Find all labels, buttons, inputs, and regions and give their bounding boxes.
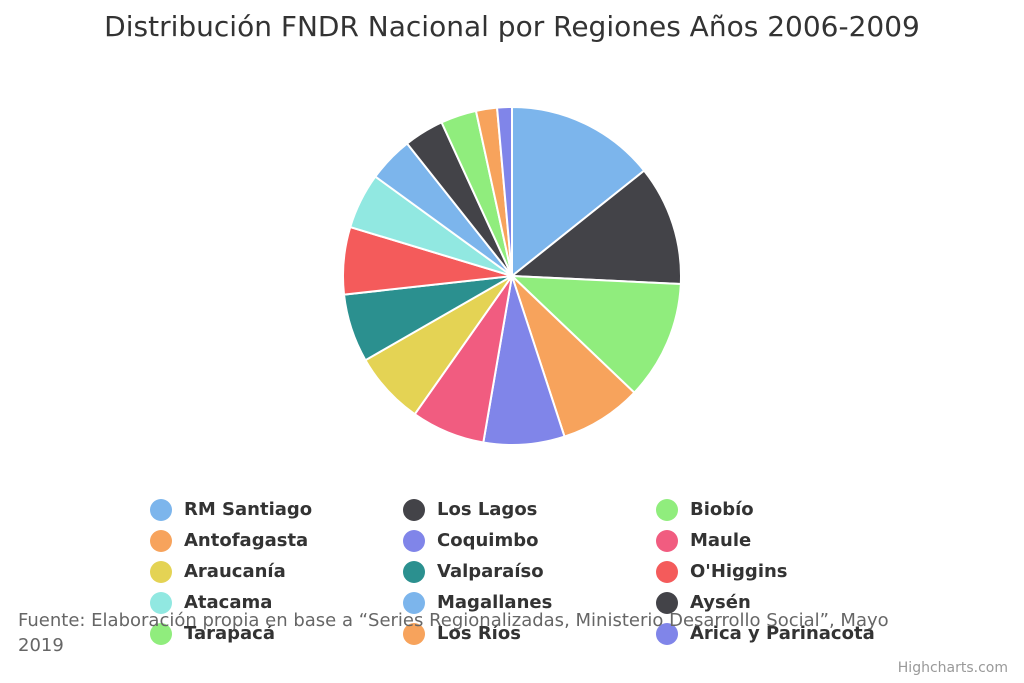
legend-label: Atacama <box>184 592 273 613</box>
legend-label: Biobío <box>690 499 754 520</box>
legend-item[interactable]: Aysén <box>656 587 909 618</box>
legend-label: Antofagasta <box>184 530 309 551</box>
legend-item[interactable]: Biobío <box>656 494 909 525</box>
legend-item[interactable]: Los Lagos <box>403 494 656 525</box>
legend-marker <box>656 529 678 552</box>
legend-marker <box>150 622 172 645</box>
pie-slice[interactable] <box>511 275 682 394</box>
legend-marker <box>150 529 172 552</box>
legend-label: Los Lagos <box>437 499 538 520</box>
legend-label: Valparaíso <box>437 561 544 582</box>
legend-label: Los Ríos <box>437 623 521 644</box>
legend-label: Aysén <box>690 592 751 613</box>
legend-item[interactable]: O'Higgins <box>656 556 909 587</box>
legend-label: Tarapacá <box>184 623 275 644</box>
legend-item[interactable]: Coquimbo <box>403 525 656 556</box>
chart-legend: RM Santiago Los Lagos Biobío Antofagasta Coq… <box>150 494 930 649</box>
legend-marker <box>656 622 678 645</box>
legend-label: O'Higgins <box>690 561 788 582</box>
legend-label: Coquimbo <box>437 530 539 551</box>
legend-item[interactable]: Arica y Parinacota <box>656 618 909 649</box>
legend-item[interactable]: RM Santiago <box>150 494 403 525</box>
credits-link[interactable]: Highcharts.com <box>897 660 1008 676</box>
legend-marker <box>403 498 425 521</box>
legend-marker <box>403 560 425 583</box>
legend-label: Maule <box>690 530 752 551</box>
legend-marker <box>150 591 172 614</box>
legend-marker <box>403 622 425 645</box>
legend-label: Arica y Parinacota <box>690 623 875 644</box>
legend-item[interactable]: Magallanes <box>403 587 656 618</box>
legend-item[interactable]: Araucanía <box>150 556 403 587</box>
legend-item[interactable]: Maule <box>656 525 909 556</box>
legend-item[interactable]: Antofagasta <box>150 525 403 556</box>
legend-label: RM Santiago <box>184 499 313 520</box>
legend-item[interactable]: Atacama <box>150 587 403 618</box>
legend-marker <box>150 560 172 583</box>
legend-marker <box>656 560 678 583</box>
legend-label: Araucanía <box>184 561 286 582</box>
legend-item[interactable]: Valparaíso <box>403 556 656 587</box>
legend-marker <box>403 591 425 614</box>
legend-marker <box>403 529 425 552</box>
chart-title: Distribución FNDR Nacional por Regiones … <box>104 10 920 43</box>
legend-marker <box>656 591 678 614</box>
legend-item[interactable]: Tarapacá <box>150 618 403 649</box>
source-note: Fuente: Elaboración propia en base a “Se… <box>18 610 889 656</box>
pie-slice[interactable] <box>496 105 513 277</box>
legend-item[interactable]: Los Ríos <box>403 618 656 649</box>
pie-slice[interactable] <box>511 106 646 277</box>
legend-marker <box>656 498 678 521</box>
legend-label: Magallanes <box>437 592 553 613</box>
pie-slice[interactable] <box>511 169 682 286</box>
legend-marker <box>150 498 172 521</box>
